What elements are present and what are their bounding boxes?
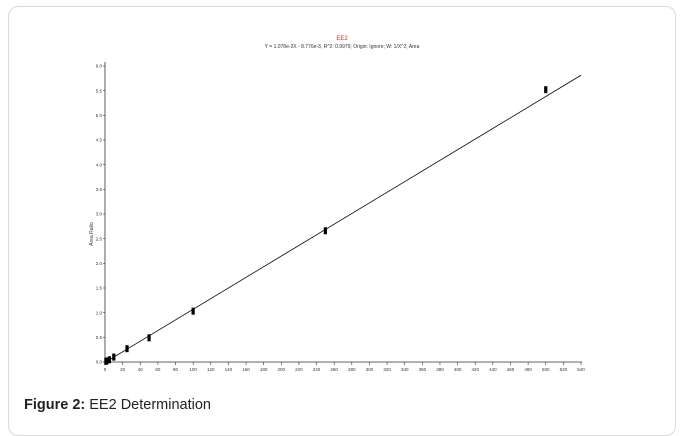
x-tick-label: 120: [207, 367, 215, 372]
x-tick-label: 0: [104, 367, 107, 372]
figure-frame: [8, 6, 676, 436]
caption-text: EE2 Determination: [89, 397, 211, 413]
data-point: [105, 357, 109, 365]
data-point: [323, 227, 327, 235]
x-tick-label: 520: [560, 367, 568, 372]
y-tick-label: 1.5: [96, 286, 103, 291]
x-tick-label: 100: [189, 367, 197, 372]
x-tick-label: 80: [173, 367, 179, 372]
x-tick-label: 360: [419, 367, 427, 372]
x-tick-label: 280: [348, 367, 356, 372]
y-tick-label: 6.0: [96, 64, 103, 69]
data-points: [104, 86, 548, 365]
x-tick-label: 220: [295, 367, 303, 372]
x-axis-ticks: 0 20 40 60 80 100 120 140 160 180 200 220 240 260 280 3…: [104, 362, 585, 372]
data-point: [191, 307, 195, 315]
x-tick-label: 240: [313, 367, 321, 372]
y-tick-label: 4.5: [96, 138, 103, 143]
caption-label: Figure 2:: [24, 397, 86, 413]
y-axis-label: Area Ratio: [89, 222, 95, 246]
x-tick-label: 420: [471, 367, 479, 372]
x-tick-label: 200: [278, 367, 286, 372]
x-tick-label: 40: [138, 367, 144, 372]
x-tick-label: 20: [120, 367, 126, 372]
x-tick-label: 400: [454, 367, 462, 372]
x-tick-label: 480: [524, 367, 532, 372]
x-tick-label: 260: [330, 367, 338, 372]
regression-line: [105, 74, 582, 363]
figure-caption: Figure 2: EE2 Determination: [24, 397, 211, 413]
data-point: [112, 353, 116, 361]
y-tick-label: 3.5: [96, 187, 103, 192]
chart-title: EE2: [336, 36, 348, 42]
y-tick-label: 0.0: [96, 360, 103, 365]
y-tick-label: 2.5: [96, 236, 103, 241]
x-tick-label: 340: [401, 367, 409, 372]
data-point: [147, 334, 151, 342]
y-tick-label: 3.0: [96, 212, 103, 217]
x-tick-label: 320: [383, 367, 391, 372]
x-tick-label: 140: [225, 367, 233, 372]
y-axis-ticks: 0.0 0.5 1.0 1.5 2.0 2.5 3.0 3.5 4.0 4.5 5.0 5.5 6.0: [96, 64, 105, 365]
fit-line-group: [105, 74, 582, 363]
x-tick-label: 160: [242, 367, 250, 372]
x-tick-label: 180: [260, 367, 268, 372]
x-tick-label: 440: [489, 367, 497, 372]
x-tick-label: 300: [366, 367, 374, 372]
x-tick-label: 540: [577, 367, 585, 372]
y-tick-label: 1.0: [96, 310, 103, 315]
x-tick-label: 460: [507, 367, 515, 372]
data-point: [125, 345, 129, 353]
data-point: [544, 86, 548, 94]
x-tick-label: 60: [155, 367, 161, 372]
chart-subtitle: Y = 1.078e-2X - 8.776e-3, R^2: 0.9979; O…: [265, 44, 420, 50]
data-point: [107, 356, 112, 364]
y-tick-label: 4.0: [96, 162, 103, 167]
x-tick-label: 500: [542, 367, 550, 372]
x-tick-label: 380: [436, 367, 444, 372]
y-tick-label: 5.5: [96, 88, 103, 93]
y-tick-label: 5.0: [96, 113, 103, 118]
y-tick-label: 2.0: [96, 261, 103, 266]
calibration-chart: EE2 Y = 1.078e-2X - 8.776e-3, R^2: 0.997…: [89, 36, 585, 372]
y-tick-label: 0.5: [96, 335, 103, 340]
